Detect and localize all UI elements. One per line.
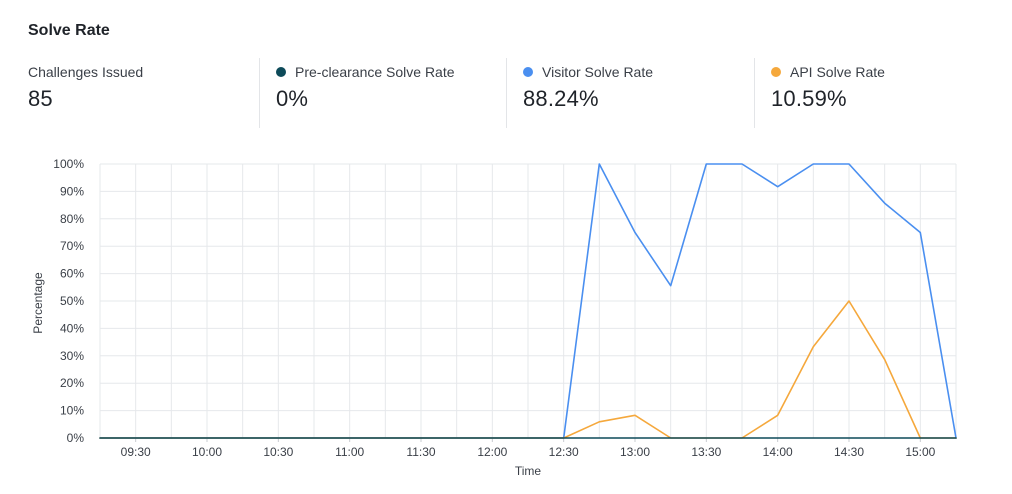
x-tick-label: 09:30 — [121, 445, 151, 459]
x-tick-label: 12:00 — [477, 445, 507, 459]
y-tick-label: 30% — [60, 349, 84, 363]
stat-label: Pre-clearance Solve Rate — [295, 64, 455, 80]
y-tick-label: 100% — [53, 157, 84, 171]
x-axis-ticks: 09:30 10:00 10:30 11:00 11:30 12:00 12:30 13:00… — [121, 438, 936, 459]
stat-api-solve-rate[interactable]: API Solve Rate 10.59% — [771, 58, 885, 128]
x-tick-label: 10:30 — [263, 445, 293, 459]
legend-dot-icon — [771, 67, 781, 77]
x-tick-label: 14:00 — [763, 445, 793, 459]
legend-dot-icon — [276, 67, 286, 77]
stat-divider — [259, 58, 260, 128]
y-axis-ticks: 0% 10% 20% 30% 40% 50% 60% 70% 80% 90% 100% — [53, 157, 84, 445]
x-tick-label: 15:00 — [905, 445, 935, 459]
y-tick-label: 80% — [60, 212, 84, 226]
y-tick-label: 70% — [60, 239, 84, 253]
y-axis-label: Percentage — [31, 272, 45, 334]
x-tick-label: 11:30 — [406, 445, 435, 459]
chart-grid — [99, 163, 957, 439]
x-tick-label: 14:30 — [834, 445, 864, 459]
stat-visitor-solve-rate[interactable]: Visitor Solve Rate 88.24% — [523, 58, 653, 128]
stat-divider — [506, 58, 507, 128]
x-tick-label: 13:00 — [620, 445, 650, 459]
x-tick-label: 13:30 — [691, 445, 721, 459]
stat-label: Challenges Issued — [28, 64, 144, 80]
y-tick-label: 10% — [60, 404, 84, 418]
legend-dot-icon — [523, 67, 533, 77]
stat-value: 10.59% — [771, 86, 847, 111]
stat-value: 0% — [276, 86, 309, 111]
stat-challenges-issued: Challenges Issued 85 — [28, 58, 143, 128]
x-tick-label: 10:00 — [192, 445, 222, 459]
stat-preclearance-solve-rate[interactable]: Pre-clearance Solve Rate 0% — [276, 58, 455, 128]
x-tick-label: 11:00 — [335, 445, 364, 459]
stat-label: Visitor Solve Rate — [542, 64, 654, 80]
x-tick-label: 12:30 — [549, 445, 579, 459]
y-tick-label: 20% — [60, 376, 84, 390]
stats-row: Challenges Issued 85 Pre-clearance Solve… — [0, 58, 1012, 128]
line-chart: 0% 10% 20% 30% 40% 50% 60% 70% 80% 90% 100% 09:30 1… — [31, 157, 957, 478]
y-tick-label: 0% — [67, 431, 85, 445]
stat-divider — [754, 58, 755, 128]
stat-label: API Solve Rate — [790, 64, 885, 80]
y-tick-label: 40% — [60, 321, 84, 335]
stat-value: 88.24% — [523, 86, 599, 111]
y-tick-label: 50% — [60, 294, 84, 308]
y-tick-label: 60% — [60, 267, 84, 281]
chart-series — [99, 163, 957, 439]
x-axis-label: Time — [515, 464, 542, 478]
chart-title: Solve Rate — [28, 22, 110, 39]
y-tick-label: 90% — [60, 184, 84, 198]
stat-value: 85 — [28, 86, 53, 111]
